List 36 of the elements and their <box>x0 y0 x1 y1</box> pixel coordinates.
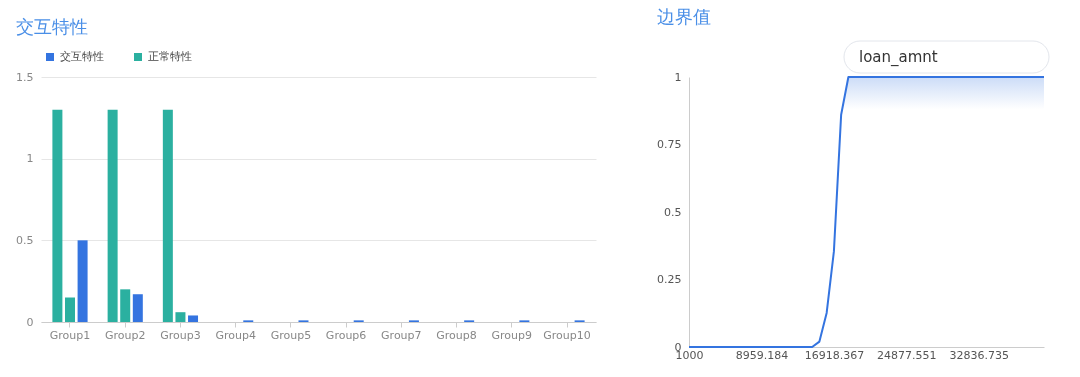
y-tick-label: 0.5 <box>16 233 34 247</box>
text: loan_amnt <box>859 48 938 67</box>
x-tick-label: Group7 <box>381 328 422 342</box>
x-tick-label: 8959.184 <box>735 348 789 362</box>
x-tick-label: Group3 <box>160 328 201 342</box>
chart-title: 边界值 <box>656 5 711 27</box>
bar <box>120 289 131 322</box>
bar <box>175 312 186 322</box>
y-tick-label: 0 <box>26 315 34 329</box>
x-tick-label: Group10 <box>543 328 591 342</box>
y-tick-label: 1 <box>674 70 682 84</box>
x-tick-label: 24877.551 <box>877 348 937 362</box>
x-tick-label: Group9 <box>491 328 533 342</box>
y-tick-label: 1.5 <box>16 70 34 84</box>
x-tick-label: Group6 <box>325 328 367 342</box>
bar <box>188 315 199 322</box>
legend-label: 交互特性 <box>60 50 104 63</box>
chart-title: 交互特性 <box>15 16 88 37</box>
bar <box>162 109 173 322</box>
y-tick-label: 0.75 <box>657 138 682 151</box>
bar <box>64 297 75 322</box>
legend-label: 正常特性 <box>148 50 192 63</box>
bar <box>77 240 88 322</box>
y-tick-label: 1 <box>26 152 34 166</box>
x-tick-label: 32836.735 <box>949 348 1010 362</box>
x-tick-label: Group5 <box>270 328 312 342</box>
x-tick-label: Group4 <box>215 328 256 342</box>
bar <box>132 294 143 322</box>
x-tick-label: 16918.367 <box>804 348 865 362</box>
x-tick-label: Group8 <box>436 328 477 342</box>
bar <box>52 109 63 322</box>
y-tick-label: 0.25 <box>657 273 682 286</box>
x-tick-label: Group2 <box>104 328 146 342</box>
bar <box>107 109 118 322</box>
y-tick-label: 0.5 <box>664 205 682 219</box>
x-tick-label: Group1 <box>49 328 91 342</box>
